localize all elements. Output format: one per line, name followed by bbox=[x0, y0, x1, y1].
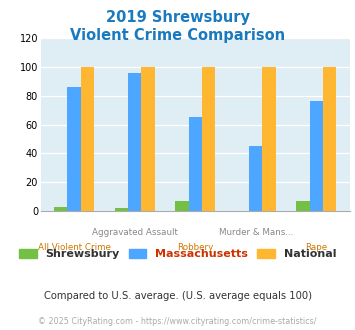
Bar bbox=[202, 67, 215, 211]
Bar bbox=[262, 67, 276, 211]
Bar bbox=[67, 87, 81, 211]
Bar bbox=[141, 67, 155, 211]
Bar bbox=[175, 201, 189, 211]
Text: Rape: Rape bbox=[305, 243, 327, 252]
Text: Robbery: Robbery bbox=[177, 243, 213, 252]
Text: Murder & Mans...: Murder & Mans... bbox=[219, 228, 293, 237]
Legend: Shrewsbury, Massachusetts, National: Shrewsbury, Massachusetts, National bbox=[14, 244, 341, 263]
Bar bbox=[128, 73, 141, 211]
Bar bbox=[249, 146, 262, 211]
Bar bbox=[81, 67, 94, 211]
Bar bbox=[189, 117, 202, 211]
Text: All Violent Crime: All Violent Crime bbox=[38, 243, 110, 252]
Bar bbox=[54, 207, 67, 211]
Bar bbox=[296, 201, 310, 211]
Bar bbox=[323, 67, 336, 211]
Bar bbox=[310, 102, 323, 211]
Text: Violent Crime Comparison: Violent Crime Comparison bbox=[70, 28, 285, 43]
Text: © 2025 CityRating.com - https://www.cityrating.com/crime-statistics/: © 2025 CityRating.com - https://www.city… bbox=[38, 317, 317, 326]
Text: Aggravated Assault: Aggravated Assault bbox=[92, 228, 178, 237]
Text: 2019 Shrewsbury: 2019 Shrewsbury bbox=[105, 10, 250, 25]
Text: Compared to U.S. average. (U.S. average equals 100): Compared to U.S. average. (U.S. average … bbox=[44, 291, 311, 301]
Bar bbox=[115, 208, 128, 211]
